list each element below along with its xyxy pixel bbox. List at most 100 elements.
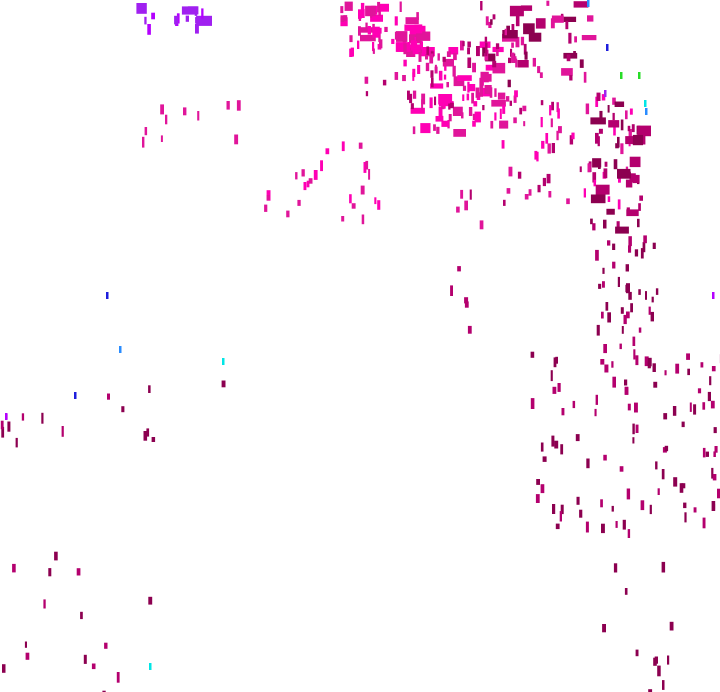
echo-cell xyxy=(457,266,461,272)
echo-cell xyxy=(358,26,361,36)
echo-cell xyxy=(377,1,381,13)
echo-cell xyxy=(76,568,81,576)
echo-cell xyxy=(443,74,447,80)
echo-cell xyxy=(466,93,470,101)
echo-cell xyxy=(632,336,636,346)
echo-cell xyxy=(599,110,603,118)
echo-cell xyxy=(537,66,541,74)
echo-cell xyxy=(460,40,464,51)
echo-cell xyxy=(702,402,706,410)
echo-cell xyxy=(435,116,444,122)
echo-cell xyxy=(411,40,415,51)
echo-cell xyxy=(587,15,594,22)
echo-cell xyxy=(187,6,199,15)
echo-cell xyxy=(594,408,597,417)
echo-cell xyxy=(151,437,156,442)
echo-cell xyxy=(403,59,407,67)
echo-cell xyxy=(528,32,542,42)
echo-cell xyxy=(653,381,658,388)
echo-cell xyxy=(590,194,606,204)
echo-cell xyxy=(494,88,497,97)
echo-cell xyxy=(437,53,440,61)
echo-cell xyxy=(473,101,478,107)
echo-cell xyxy=(403,43,407,55)
echo-cell xyxy=(640,500,645,511)
echo-cell xyxy=(650,311,654,322)
echo-cell xyxy=(700,362,704,368)
echo-cell xyxy=(667,655,670,665)
echo-cell xyxy=(553,357,557,368)
echo-cell xyxy=(524,51,528,60)
echo-cell xyxy=(707,391,711,402)
echo-cell xyxy=(612,112,615,121)
echo-cell xyxy=(713,427,717,434)
echo-cell xyxy=(524,194,529,200)
echo-cell xyxy=(612,243,616,250)
echo-cell xyxy=(565,20,569,30)
echo-cell xyxy=(615,521,618,528)
echo-cell xyxy=(453,52,457,61)
echo-cell xyxy=(425,62,430,72)
echo-cell xyxy=(482,47,486,57)
echo-cell xyxy=(509,100,512,106)
echo-cell xyxy=(640,248,644,259)
echo-cell xyxy=(540,117,543,128)
echo-cell xyxy=(25,652,30,660)
echo-cell xyxy=(628,129,632,137)
echo-cell xyxy=(709,376,712,386)
echo-cell xyxy=(495,43,500,50)
echo-cell xyxy=(673,477,678,487)
echo-cell xyxy=(492,62,506,74)
echo-cell xyxy=(551,15,564,23)
echo-cell xyxy=(600,499,603,508)
echo-cell xyxy=(441,120,449,127)
echo-cell xyxy=(350,47,354,57)
echo-cell xyxy=(438,70,443,81)
echo-cell xyxy=(563,16,577,22)
echo-cell xyxy=(266,195,270,201)
echo-cell xyxy=(358,142,363,149)
echo-cell xyxy=(1,426,5,438)
echo-cell xyxy=(489,87,493,98)
echo-cell xyxy=(603,344,607,354)
echo-cell xyxy=(457,75,472,81)
echo-cell xyxy=(603,219,607,229)
echo-cell xyxy=(717,488,720,499)
echo-cell xyxy=(714,446,718,453)
echo-cell xyxy=(585,521,589,533)
echo-cell xyxy=(702,447,706,458)
echo-cell xyxy=(542,456,547,462)
echo-cell xyxy=(54,551,58,561)
echo-cell xyxy=(520,5,533,11)
echo-cell xyxy=(420,41,423,50)
echo-cell xyxy=(602,624,606,633)
echo-cell xyxy=(475,87,480,98)
echo-cell xyxy=(297,199,301,206)
echo-cell xyxy=(377,200,381,210)
echo-cell xyxy=(421,99,424,111)
echo-cell xyxy=(146,428,150,437)
echo-cell xyxy=(613,563,618,573)
echo-cell xyxy=(379,27,382,34)
echo-cell xyxy=(672,406,677,416)
echo-cell xyxy=(607,312,611,323)
echo-cell xyxy=(669,621,674,631)
echo-cell xyxy=(513,95,517,103)
echo-cell xyxy=(612,97,616,105)
echo-cell xyxy=(306,180,310,188)
echo-cell xyxy=(506,96,510,102)
echo-cell xyxy=(557,383,561,392)
echo-cell xyxy=(555,356,558,364)
echo-cell xyxy=(412,90,417,99)
echo-cell xyxy=(510,48,513,57)
echo-cell xyxy=(509,5,524,17)
echo-cell xyxy=(566,198,570,205)
echo-cell xyxy=(605,302,609,311)
echo-cell xyxy=(634,402,638,413)
echo-cell xyxy=(615,226,629,234)
echo-cell xyxy=(24,641,27,648)
echo-cell xyxy=(508,166,513,177)
echo-cell xyxy=(412,47,420,55)
echo-cell xyxy=(545,133,549,144)
